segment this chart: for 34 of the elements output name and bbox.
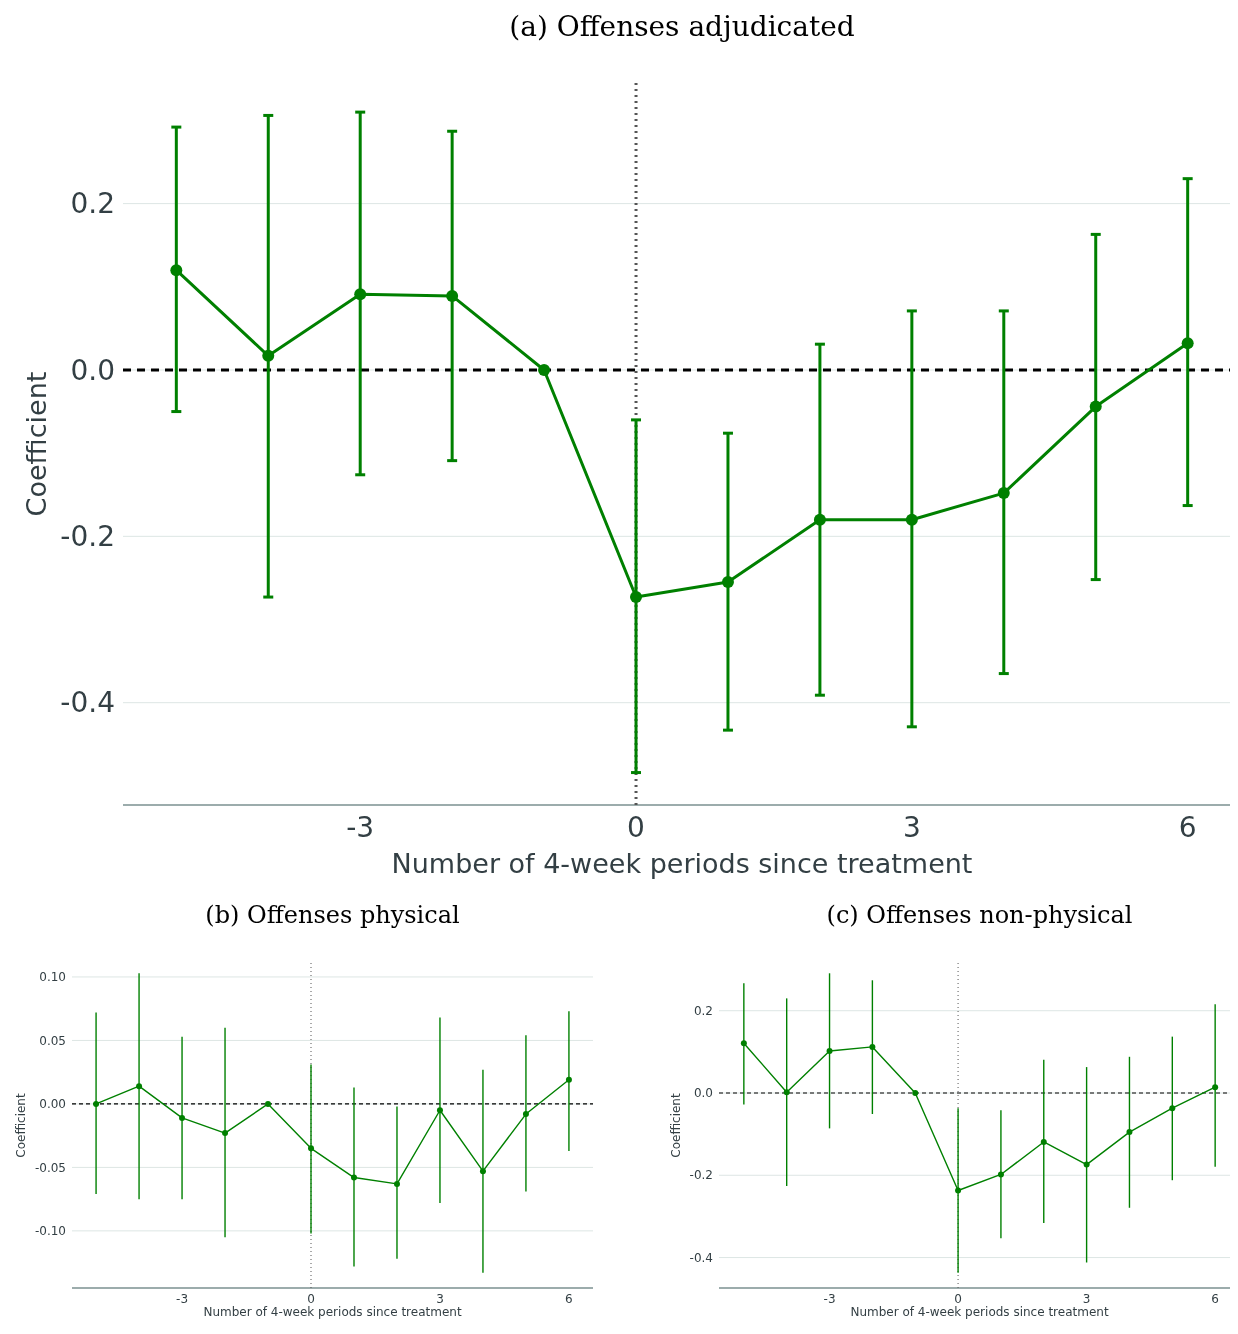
x-tick-label: 6 bbox=[1178, 811, 1197, 844]
y-tick-label: 0.0 bbox=[693, 1086, 713, 1101]
y-tick-label: -0.10 bbox=[34, 1224, 66, 1239]
y-tick-label: -0.2 bbox=[60, 520, 115, 554]
y-tick-label: -0.4 bbox=[60, 686, 115, 720]
x-tick-label: 0 bbox=[307, 1292, 315, 1306]
y-tick-label: -0.4 bbox=[689, 1250, 713, 1265]
x-axis-title: Number of 4-week periods since treatment bbox=[203, 1305, 462, 1319]
x-tick-label: -3 bbox=[176, 1292, 189, 1306]
x-tick-label: -3 bbox=[346, 811, 375, 844]
y-tick-label: 0.0 bbox=[70, 353, 115, 387]
y-axis-title: Coefficient bbox=[21, 371, 52, 517]
y-tick-label: 0.10 bbox=[39, 970, 66, 985]
chart-title: (a) Offenses adjudicated bbox=[509, 10, 855, 43]
y-tick-label: -0.05 bbox=[34, 1160, 66, 1175]
chart-title: (b) Offenses physical bbox=[205, 901, 460, 929]
y-tick-label: -0.2 bbox=[689, 1168, 713, 1183]
x-tick-label: 3 bbox=[902, 811, 921, 844]
x-tick-label: -3 bbox=[823, 1292, 836, 1306]
y-tick-label: 0.2 bbox=[693, 1003, 713, 1018]
x-tick-label: 3 bbox=[436, 1292, 444, 1306]
x-tick-label: 6 bbox=[565, 1292, 573, 1306]
y-tick-label: 0.2 bbox=[70, 187, 115, 221]
x-tick-label: 6 bbox=[1211, 1292, 1219, 1306]
x-tick-label: 3 bbox=[1082, 1292, 1091, 1306]
x-tick-label: 0 bbox=[627, 811, 645, 844]
x-axis-title: Number of 4-week periods since treatment bbox=[850, 1305, 1109, 1319]
y-axis-title: Coefficient bbox=[669, 1093, 683, 1158]
x-tick-label: 0 bbox=[954, 1292, 962, 1306]
y-axis-title: Coefficient bbox=[14, 1093, 28, 1158]
chart-title: (c) Offenses non-physical bbox=[826, 901, 1133, 929]
y-tick-label: 0.00 bbox=[39, 1097, 66, 1112]
x-axis-title: Number of 4-week periods since treatment bbox=[391, 848, 973, 879]
y-tick-label: 0.05 bbox=[39, 1033, 66, 1048]
